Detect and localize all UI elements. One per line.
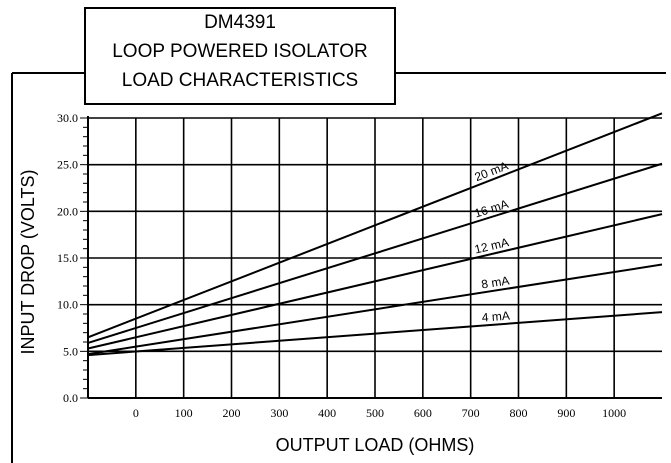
y-tick-label: 5.0 [63, 344, 78, 358]
y-axis-title: INPUT DROP (VOLTS) [18, 169, 38, 354]
title-line-2: LOOP POWERED ISOLATOR [112, 41, 368, 62]
y-tick-label: 0.0 [63, 391, 78, 405]
x-tick-label: 400 [318, 406, 336, 420]
y-tick-label: 25.0 [57, 158, 78, 172]
x-tick-label: 0 [133, 406, 139, 420]
title-line-1: DM4391 [204, 12, 276, 33]
x-tick-label: 500 [366, 406, 384, 420]
x-tick-label: 100 [175, 406, 193, 420]
x-tick-label: 700 [462, 406, 480, 420]
y-tick-label: 15.0 [57, 251, 78, 265]
y-tick-label: 30.0 [57, 111, 78, 125]
x-tick-label: 900 [557, 406, 575, 420]
x-axis-title: OUTPUT LOAD (OHMS) [276, 435, 475, 455]
x-tick-label: 200 [223, 406, 241, 420]
title-line-3: LOAD CHARACTERISTICS [122, 70, 358, 91]
series-label: 4 mA [481, 309, 510, 325]
y-tick-label: 10.0 [57, 298, 78, 312]
x-tick-label: 300 [270, 406, 288, 420]
x-tick-label: 600 [414, 406, 432, 420]
x-tick-label: 1000 [602, 406, 626, 420]
y-tick-label: 20.0 [57, 204, 78, 218]
x-tick-label: 800 [510, 406, 528, 420]
